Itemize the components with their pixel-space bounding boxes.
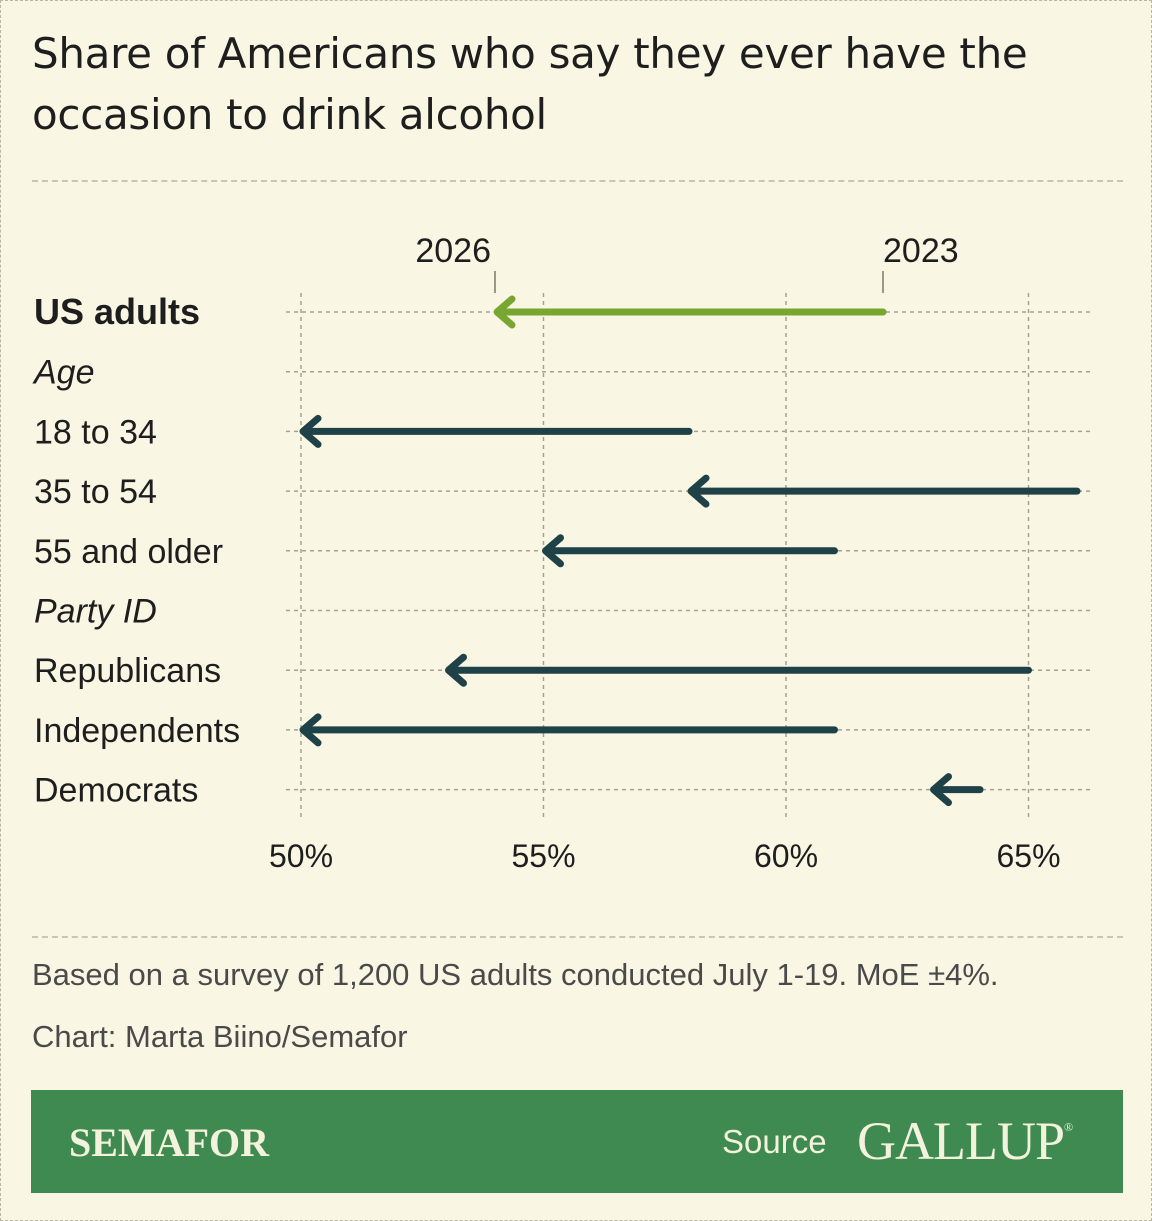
row-label: 18 to 34	[34, 413, 157, 451]
arrow-head	[445, 653, 467, 687]
chart-title: Share of Americans who say they ever hav…	[32, 29, 1028, 139]
x-tick-label: 60%	[754, 838, 818, 874]
row-label: US adults	[34, 291, 200, 332]
arrow-head	[542, 534, 564, 568]
arrow-head	[299, 713, 322, 747]
arrow-head	[930, 773, 952, 807]
brand-logo: SEMAFOR	[69, 1120, 269, 1165]
registered-mark: ®	[1064, 1120, 1073, 1134]
row-label: Age	[32, 354, 95, 392]
source-logo: GALLUP®	[857, 1110, 1073, 1172]
x-tick-label: 55%	[511, 838, 575, 874]
chart-credit: Chart: Marta Biino/Semafor	[32, 1019, 408, 1054]
source-label: Source	[722, 1123, 827, 1160]
top-divider	[32, 180, 1123, 182]
source-name: GALLUP	[857, 1111, 1065, 1171]
footer-bar: SEMAFOR Source GALLUP®	[31, 1090, 1123, 1193]
arrow-head	[299, 414, 322, 448]
bottom-divider	[32, 936, 1123, 938]
row-label: Democrats	[34, 772, 198, 810]
survey-note: Based on a survey of 1,200 US adults con…	[32, 957, 999, 992]
arrow-head	[493, 295, 516, 329]
row-label: Party ID	[34, 593, 157, 631]
row-label: Republicans	[34, 652, 221, 690]
arrow-head	[687, 474, 710, 508]
row-label: Independents	[34, 712, 240, 750]
row-label: 35 to 54	[34, 473, 157, 511]
row-label: 55 and older	[34, 533, 223, 571]
x-tick-label: 50%	[269, 838, 333, 874]
end-year-label: 2026	[415, 232, 491, 270]
start-year-label: 2023	[883, 232, 959, 270]
arrow-chart: 50% 55% 60% 65% US adults 2026 2023 Age 18 to 34…	[32, 232, 1094, 874]
x-tick-label: 65%	[996, 838, 1060, 874]
